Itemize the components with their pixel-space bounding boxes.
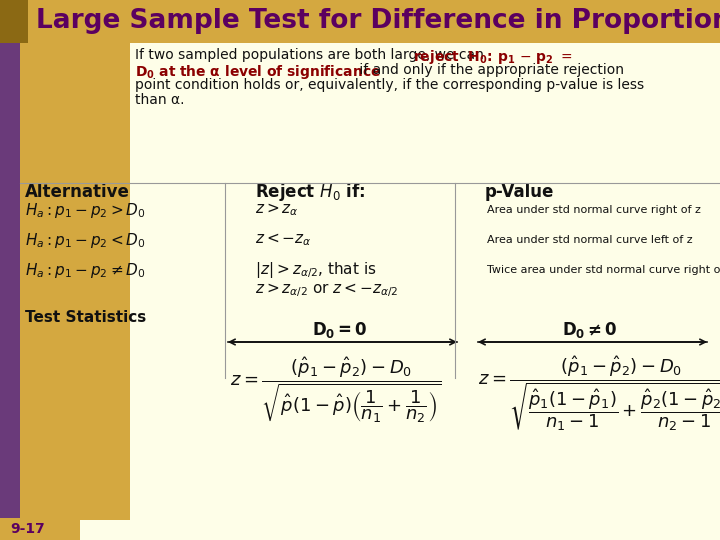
Text: $z > z_\alpha$: $z > z_\alpha$ xyxy=(255,201,299,218)
Bar xyxy=(20,183,720,378)
Text: $z = \dfrac{(\hat{p}_1 - \hat{p}_2) - D_0}{\sqrt{\hat{p}(1-\hat{p})\left(\dfrac{: $z = \dfrac{(\hat{p}_1 - \hat{p}_2) - D_… xyxy=(230,355,441,424)
Text: Reject $H_0$ if:: Reject $H_0$ if: xyxy=(255,181,366,203)
Text: if and only if the appropriate rejection: if and only if the appropriate rejection xyxy=(355,63,624,77)
Text: Test Statistics: Test Statistics xyxy=(25,310,146,326)
Bar xyxy=(0,518,720,540)
Text: point condition holds or, equivalently, if the corresponding p-value is less: point condition holds or, equivalently, … xyxy=(135,78,644,92)
Text: $z = \dfrac{(\hat{p}_1 - \hat{p}_2) - D_0}{\sqrt{\dfrac{\hat{p}_1(1-\hat{p}_1)}{: $z = \dfrac{(\hat{p}_1 - \hat{p}_2) - D_… xyxy=(478,355,720,434)
Text: than α.: than α. xyxy=(135,93,184,107)
Text: $H_a : p_1 - p_2 > D_0$: $H_a : p_1 - p_2 > D_0$ xyxy=(25,200,145,219)
Text: If two sampled populations are both large, we can: If two sampled populations are both larg… xyxy=(135,48,488,62)
Text: $\mathbf{D_0}$ $\mathbf{at\ the}$ $\mathbf{\alpha}$ $\mathbf{level\ of\ signific: $\mathbf{D_0}$ $\mathbf{at\ the}$ $\math… xyxy=(135,63,381,81)
Text: Twice area under std normal curve right of |z|: Twice area under std normal curve right … xyxy=(487,265,720,275)
Text: reject  $\mathbf{H_0}$: $\mathbf{p_1}$ $-$ $\mathbf{p_2}$ $=$: reject $\mathbf{H_0}$: $\mathbf{p_1}$ $-… xyxy=(413,48,572,66)
Bar xyxy=(20,43,130,520)
Text: Alternative: Alternative xyxy=(25,183,130,201)
Bar xyxy=(0,518,80,540)
Text: $z < -z_\alpha$: $z < -z_\alpha$ xyxy=(255,232,312,248)
Text: $\mathbf{D_0 \neq 0}$: $\mathbf{D_0 \neq 0}$ xyxy=(562,320,618,340)
Bar xyxy=(0,43,130,520)
Text: Area under std normal curve right of z: Area under std normal curve right of z xyxy=(487,205,701,215)
Text: $|z| > z_{\alpha/2}$, that is: $|z| > z_{\alpha/2}$, that is xyxy=(255,260,377,280)
Text: Area under std normal curve left of z: Area under std normal curve left of z xyxy=(487,235,693,245)
Bar xyxy=(0,0,720,43)
Text: $z > z_{\alpha/2}\ \mathrm{or}\ z < -z_{\alpha/2}$: $z > z_{\alpha/2}\ \mathrm{or}\ z < -z_{… xyxy=(255,281,398,299)
Text: p-Value: p-Value xyxy=(485,183,554,201)
Text: $\mathbf{D_0 = 0}$: $\mathbf{D_0 = 0}$ xyxy=(312,320,368,340)
Text: 9-17: 9-17 xyxy=(10,522,45,536)
Bar xyxy=(0,0,28,43)
Text: $H_a : p_1 - p_2 \neq D_0$: $H_a : p_1 - p_2 \neq D_0$ xyxy=(25,260,145,280)
Text: Large Sample Test for Difference in Proportions: Large Sample Test for Difference in Prop… xyxy=(36,9,720,35)
Bar xyxy=(0,43,20,520)
Text: $H_a : p_1 - p_2 < D_0$: $H_a : p_1 - p_2 < D_0$ xyxy=(25,231,145,249)
